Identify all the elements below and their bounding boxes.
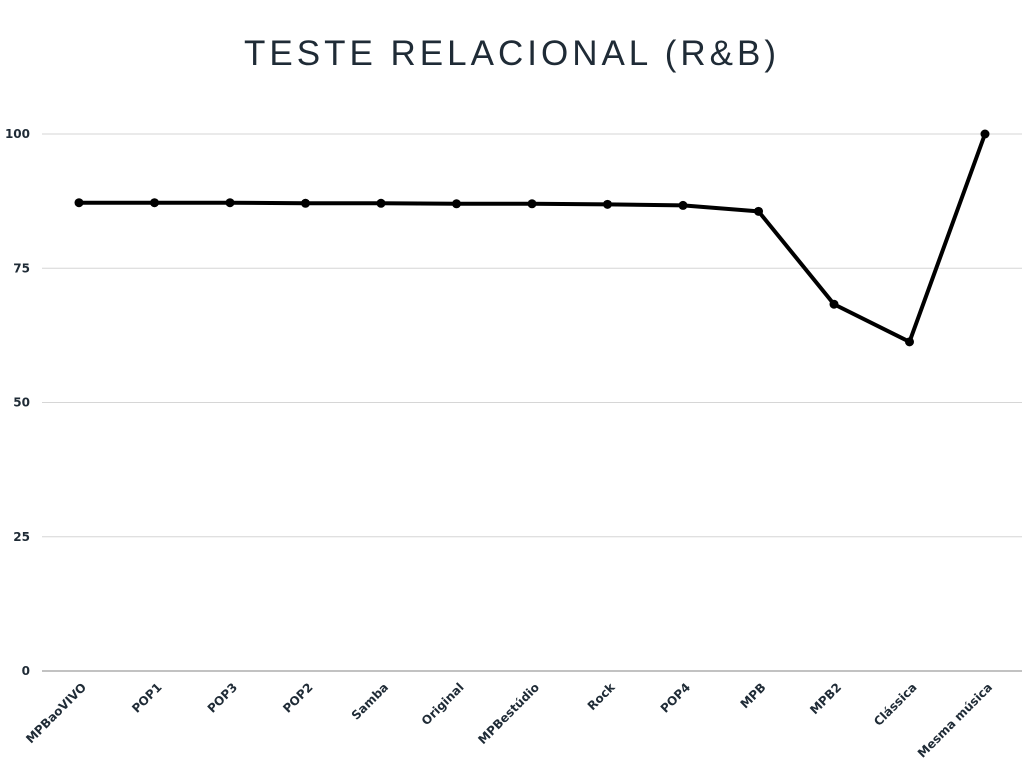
data-point <box>980 129 990 139</box>
x-tick-label: POP3 <box>205 680 240 715</box>
chart-title: TESTE RELACIONAL (R&B) <box>244 34 780 73</box>
y-tick-label: 0 <box>22 664 30 678</box>
x-tick-label: Original <box>419 680 467 728</box>
data-point <box>754 206 763 216</box>
gridlines <box>42 133 1022 672</box>
data-point <box>150 198 159 208</box>
data-point <box>225 198 235 208</box>
y-axis-ticks: 0 25 50 75 100 <box>5 127 30 678</box>
y-tick-label: 50 <box>13 396 30 410</box>
data-point <box>74 198 84 208</box>
data-point <box>527 199 537 209</box>
x-tick-label: POP2 <box>280 680 315 715</box>
x-tick-label: MPB2 <box>807 680 844 717</box>
data-point <box>301 198 310 208</box>
data-point <box>603 199 612 209</box>
data-point <box>829 299 839 309</box>
x-tick-label: Mesma música <box>915 680 995 760</box>
x-tick-label: Clássica <box>871 680 920 729</box>
x-tick-label: MPBaoVIVO <box>23 680 89 746</box>
x-tick-label: POP1 <box>129 680 164 715</box>
series-line-path <box>77 132 987 344</box>
series-points <box>74 129 990 347</box>
x-tick-label: POP4 <box>658 680 693 715</box>
x-tick-label: Samba <box>349 680 391 722</box>
y-tick-label: 75 <box>13 261 30 275</box>
data-point <box>376 198 386 208</box>
data-point <box>452 199 461 209</box>
y-tick-label: 100 <box>5 127 30 141</box>
x-tick-label: MPBestúdio <box>475 680 542 747</box>
x-tick-label: MPB <box>738 680 769 711</box>
x-axis-ticks: MPBaoVIVO POP1 POP3 POP2 Samba Original MPBest… <box>23 680 995 761</box>
series-line <box>77 132 987 344</box>
y-tick-label: 25 <box>13 530 30 544</box>
x-tick-label: Rock <box>585 680 619 714</box>
data-point <box>678 200 688 210</box>
data-point <box>905 337 914 347</box>
